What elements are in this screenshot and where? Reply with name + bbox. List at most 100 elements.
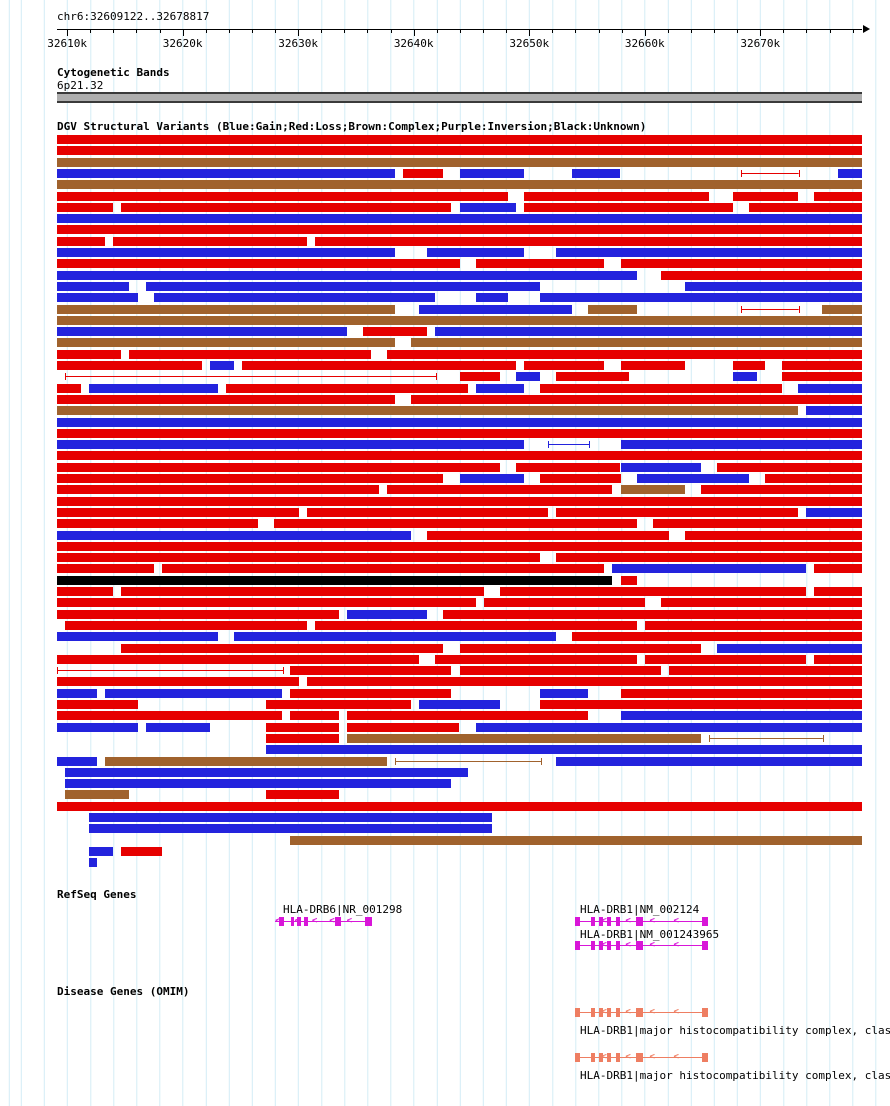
variant-bar[interactable] <box>57 474 444 483</box>
variant-bar[interactable] <box>57 202 114 212</box>
variant-bar[interactable] <box>57 519 259 529</box>
variant-bar[interactable] <box>435 327 862 337</box>
variant-bar[interactable] <box>459 168 524 178</box>
variant-bar[interactable] <box>837 168 862 178</box>
variant-bar[interactable] <box>475 293 508 303</box>
variant-bar[interactable] <box>813 654 862 664</box>
variant-bar[interactable] <box>435 654 637 664</box>
variant-bar[interactable] <box>781 361 862 370</box>
variant-bar[interactable] <box>459 643 701 653</box>
variant-bar[interactable] <box>290 666 452 676</box>
variant-bar[interactable] <box>89 824 492 834</box>
variant-bar[interactable] <box>813 587 862 596</box>
variant-bar[interactable] <box>411 338 862 348</box>
variant-bar[interactable] <box>57 406 798 416</box>
variant-bar[interactable] <box>234 632 557 642</box>
variant-bar[interactable] <box>129 349 371 359</box>
variant-bar[interactable] <box>644 654 806 664</box>
variant-bar[interactable] <box>499 587 806 596</box>
variant-bar[interactable] <box>57 281 130 291</box>
variant-bar[interactable] <box>411 394 862 404</box>
variant-bar[interactable] <box>540 700 862 709</box>
variant-bar[interactable] <box>57 632 218 642</box>
variant-bar[interactable] <box>57 598 476 608</box>
gene-model[interactable]: <<<<< <box>574 1052 709 1063</box>
variant-bar[interactable] <box>57 530 412 540</box>
variant-bar[interactable] <box>57 496 862 506</box>
variant-bar[interactable] <box>57 801 862 811</box>
variant-bar[interactable] <box>57 417 862 427</box>
variant-bar[interactable] <box>266 722 339 732</box>
variant-bar[interactable] <box>57 248 396 257</box>
variant-bar[interactable] <box>733 361 766 370</box>
variant-bar[interactable] <box>620 485 685 495</box>
variant-bar[interactable] <box>121 846 162 856</box>
variant-bar[interactable] <box>57 722 138 732</box>
variant-bar[interactable] <box>209 361 235 370</box>
variant-bar[interactable] <box>717 643 862 653</box>
variant-bar[interactable] <box>57 168 396 178</box>
variant-bar[interactable] <box>57 428 862 438</box>
variant-bar[interactable] <box>314 236 862 246</box>
variant-bar[interactable] <box>475 259 605 269</box>
gene-model[interactable]: <<<<< <box>574 916 709 927</box>
variant-bar[interactable] <box>274 519 637 529</box>
variant-bar[interactable] <box>765 474 862 483</box>
variant-bar[interactable] <box>121 202 452 212</box>
variant-bar[interactable] <box>57 485 379 495</box>
variant-bar[interactable] <box>266 700 412 709</box>
variant-bar[interactable] <box>145 722 210 732</box>
variant-bar[interactable] <box>57 700 138 709</box>
variant-bar[interactable] <box>419 700 500 709</box>
variant-bar[interactable] <box>57 609 339 619</box>
variant-bar[interactable] <box>266 745 862 755</box>
variant-bar[interactable] <box>57 541 862 551</box>
variant-bar[interactable] <box>57 146 862 156</box>
variant-bar[interactable] <box>57 711 283 721</box>
variant-bar[interactable] <box>717 462 862 472</box>
variant-bar[interactable] <box>57 677 299 687</box>
variant-bar[interactable] <box>612 564 806 574</box>
variant-bar[interactable] <box>306 507 549 517</box>
variant-bar[interactable] <box>57 315 862 325</box>
variant-bar[interactable] <box>290 835 862 845</box>
variant-bar[interactable] <box>153 293 436 303</box>
variant-bar[interactable] <box>588 304 637 314</box>
variant-bar[interactable] <box>813 191 862 201</box>
variant-bar[interactable] <box>57 564 154 574</box>
variant-bar[interactable] <box>523 202 734 212</box>
variant-bar[interactable] <box>459 666 661 676</box>
variant-bar[interactable] <box>805 507 862 517</box>
variant-bar[interactable] <box>314 620 637 630</box>
variant-bar[interactable] <box>403 168 444 178</box>
variant-bar[interactable] <box>57 338 396 348</box>
variant-bar[interactable] <box>57 191 508 201</box>
variant-bar[interactable] <box>668 666 862 676</box>
variant-bar[interactable] <box>387 349 862 359</box>
variant-bar[interactable] <box>89 813 492 822</box>
variant-bar[interactable] <box>556 248 862 257</box>
variant-bar[interactable] <box>105 688 283 698</box>
variant-bar[interactable] <box>572 168 621 178</box>
variant-bar[interactable] <box>121 643 444 653</box>
variant-bar[interactable] <box>346 733 701 743</box>
variant-bar[interactable] <box>57 575 613 585</box>
variant-bar[interactable] <box>540 688 589 698</box>
variant-bar[interactable] <box>459 474 524 483</box>
variant-bar[interactable] <box>684 530 862 540</box>
variant-bar[interactable] <box>57 667 285 675</box>
variant-bar[interactable] <box>427 530 669 540</box>
variant-bar[interactable] <box>459 372 500 382</box>
variant-bar[interactable] <box>709 734 824 742</box>
variant-bar[interactable] <box>540 474 621 483</box>
variant-bar[interactable] <box>57 349 122 359</box>
variant-bar[interactable] <box>620 440 862 450</box>
variant-bar[interactable] <box>475 722 862 732</box>
variant-bar[interactable] <box>459 202 516 212</box>
variant-bar[interactable] <box>419 304 573 314</box>
variant-bar[interactable] <box>121 587 484 596</box>
variant-bar[interactable] <box>65 790 130 800</box>
variant-bar[interactable] <box>636 474 750 483</box>
variant-bar[interactable] <box>346 609 428 619</box>
variant-bar[interactable] <box>556 507 798 517</box>
